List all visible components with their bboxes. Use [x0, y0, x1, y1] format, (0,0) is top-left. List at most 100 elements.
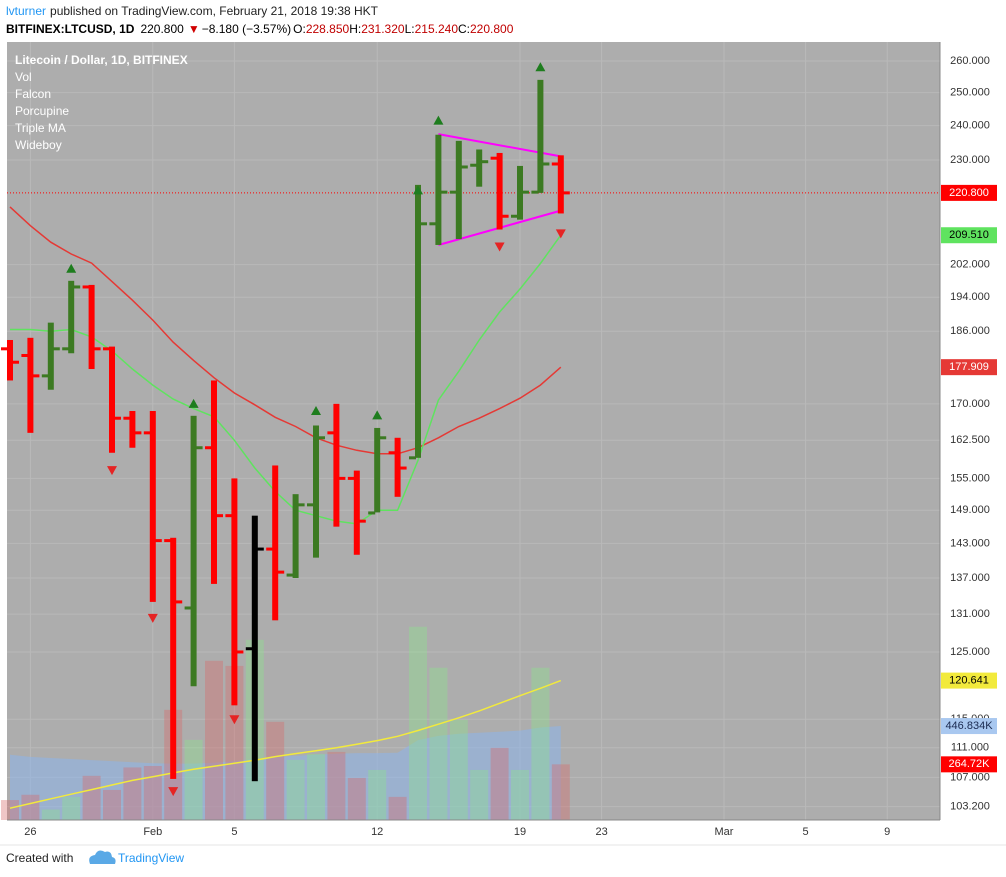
bar-range	[394, 437, 401, 497]
bar-close	[154, 539, 162, 543]
ohlc-label: C:	[458, 22, 470, 36]
tradingview-logo[interactable]	[89, 850, 116, 864]
bar-close	[481, 160, 489, 164]
bar-range	[313, 425, 319, 558]
bar-open	[470, 163, 478, 167]
y-tick-label: 149.000	[950, 504, 990, 516]
bar-close	[501, 214, 509, 218]
bar-range	[557, 155, 564, 214]
bar-range	[537, 79, 544, 193]
change: −8.180 (−3.57%)	[202, 22, 291, 36]
x-tick-label: 5	[803, 826, 809, 838]
price-label-box	[941, 227, 997, 244]
price-label: 209.510	[949, 229, 989, 241]
bar-open	[388, 451, 396, 455]
lines-layer	[7, 133, 940, 809]
bar-close	[460, 165, 468, 169]
y-tick-label: 170.000	[950, 398, 990, 410]
bar-range	[47, 322, 54, 390]
volume-layer	[1, 626, 570, 820]
bar-close	[522, 190, 529, 194]
ohlc-label: L:	[405, 22, 415, 36]
price-label: 177.909	[949, 361, 989, 373]
volume-bar	[307, 753, 325, 820]
bar-close	[52, 347, 60, 351]
bar-open	[551, 162, 559, 166]
bar-close	[32, 374, 40, 378]
published: published on TradingView.com, February 2…	[50, 4, 379, 18]
bar-open	[21, 353, 29, 357]
y-tick-label: 103.200	[950, 801, 990, 813]
y-tick-label: 240.000	[950, 120, 990, 132]
volume-bar	[490, 747, 509, 820]
volume-bar	[205, 660, 223, 820]
y-tick-label: 125.000	[950, 646, 990, 658]
legend-entry: Porcupine	[15, 104, 69, 118]
bar-range	[149, 411, 156, 602]
bar-range	[129, 411, 136, 448]
bar-close	[12, 360, 19, 364]
bar-range	[415, 184, 421, 458]
y-tick-label: 250.000	[950, 87, 990, 99]
volume-bar	[266, 721, 285, 820]
signal-up	[535, 62, 546, 72]
publish-line: lvturner published on TradingView.com, Fe…	[6, 4, 379, 18]
bar-open	[82, 285, 90, 289]
ohlc-value: 228.850	[306, 22, 350, 36]
signal-down	[168, 787, 179, 797]
bars-layer	[1, 62, 570, 797]
bar-open	[184, 606, 192, 610]
y-tick-label: 194.000	[950, 291, 990, 303]
volume-bar	[470, 769, 489, 820]
price-label: 220.800	[949, 187, 989, 199]
bar-close	[420, 222, 427, 226]
bar-open	[62, 347, 70, 351]
legend-entry: Litecoin / Dollar, 1D, BITFINEX	[15, 53, 188, 67]
x-tick-label: Mar	[715, 826, 734, 838]
bar-range	[292, 494, 299, 578]
bar-close	[297, 503, 305, 507]
bar-range	[27, 337, 34, 433]
signal-up	[413, 185, 423, 195]
legend-entry: Triple MA	[15, 121, 66, 135]
bar-open	[307, 503, 314, 507]
volume-bar	[103, 789, 121, 820]
y-tick-label: 202.000	[950, 259, 990, 271]
bar-range	[517, 165, 523, 220]
bar-open	[143, 431, 151, 435]
volume-bar	[1, 800, 19, 820]
x-tick-label: 19	[514, 826, 526, 838]
bar-range	[211, 380, 217, 584]
volume-bar	[551, 764, 570, 820]
signal-up	[433, 115, 444, 125]
legend-entry: Vol	[15, 70, 32, 84]
signal-down	[494, 242, 505, 252]
ohlc-value: 220.800	[470, 22, 514, 36]
bar-close	[236, 650, 244, 654]
volume-bar	[449, 719, 468, 820]
bar-close	[175, 600, 183, 604]
signal-down	[147, 613, 158, 623]
volume-bar	[347, 777, 366, 820]
bar-range	[374, 427, 381, 513]
volume-bar	[41, 809, 60, 820]
bar-open	[327, 431, 335, 435]
volume-bar	[388, 796, 407, 820]
bar-close	[73, 285, 81, 289]
price-label-box	[941, 672, 997, 689]
bar-range	[333, 403, 340, 527]
bar-range	[496, 152, 503, 230]
x-tick-label: 5	[231, 826, 237, 838]
bar-open	[266, 547, 274, 551]
bar-close	[399, 466, 407, 470]
x-tick-label: 26	[24, 826, 36, 838]
signal-up	[188, 398, 199, 408]
bar-close	[440, 190, 448, 194]
bar-close	[338, 476, 346, 480]
moving-average	[10, 234, 562, 525]
price-label: 264.72K	[949, 758, 991, 770]
footer-brand[interactable]: TradingView	[118, 851, 184, 865]
signal-up	[372, 410, 383, 420]
arrow: ▼	[188, 22, 200, 36]
price-label-box	[941, 756, 997, 773]
